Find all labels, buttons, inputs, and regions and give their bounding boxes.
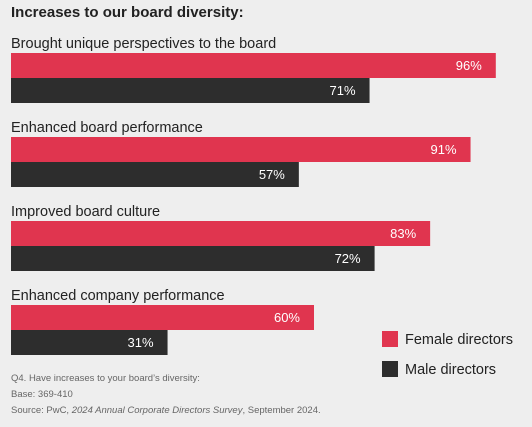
data-label: 83% <box>390 226 416 241</box>
bar-female <box>11 305 314 330</box>
chart-title: Increases to our board diversity: <box>11 4 244 21</box>
legend-swatch <box>382 331 398 347</box>
data-label: 57% <box>259 167 285 182</box>
footnote-source-title: 2024 Annual Corporate Directors Survey <box>71 405 244 416</box>
bar-male <box>11 246 375 271</box>
legend-label: Female directors <box>405 332 513 348</box>
bar-female <box>11 221 431 246</box>
bar-male <box>11 78 370 103</box>
category-group: Improved board culture 83% 72% <box>11 204 431 271</box>
category-group: Brought unique perspectives to the board… <box>11 36 496 103</box>
bar-female <box>11 53 496 78</box>
category-group: Enhanced company performance 60% 31% <box>11 288 314 355</box>
data-label: 96% <box>456 58 482 73</box>
bar-female <box>11 137 471 162</box>
bars-layer: Brought unique perspectives to the board… <box>11 36 496 355</box>
category-group: Enhanced board performance 91% 57% <box>11 120 471 187</box>
footnote-source-suffix: , September 2024. <box>242 405 320 416</box>
category-label: Brought unique perspectives to the board <box>11 36 276 52</box>
data-label: 71% <box>330 83 356 98</box>
footnote-source: Source: PwC, 2024 Annual Corporate Direc… <box>11 405 321 416</box>
footnote-question: Q4. Have increases to your board’s diver… <box>11 373 200 384</box>
category-label: Enhanced board performance <box>11 120 203 136</box>
legend-swatch <box>382 361 398 377</box>
category-label: Enhanced company performance <box>11 288 225 304</box>
footnote-base: Base: 369-410 <box>11 389 73 400</box>
footnote-source-prefix: Source: PwC, <box>11 405 72 416</box>
data-label: 91% <box>431 142 457 157</box>
data-label: 31% <box>128 335 154 350</box>
data-label: 72% <box>335 251 361 266</box>
category-label: Improved board culture <box>11 204 160 220</box>
footnotes: Q4. Have increases to your board’s diver… <box>11 373 321 416</box>
bar-male <box>11 162 299 187</box>
legend: Female directors Male directors <box>382 331 513 378</box>
legend-label: Male directors <box>405 362 496 378</box>
bar-male <box>11 330 168 355</box>
data-label: 60% <box>274 310 300 325</box>
